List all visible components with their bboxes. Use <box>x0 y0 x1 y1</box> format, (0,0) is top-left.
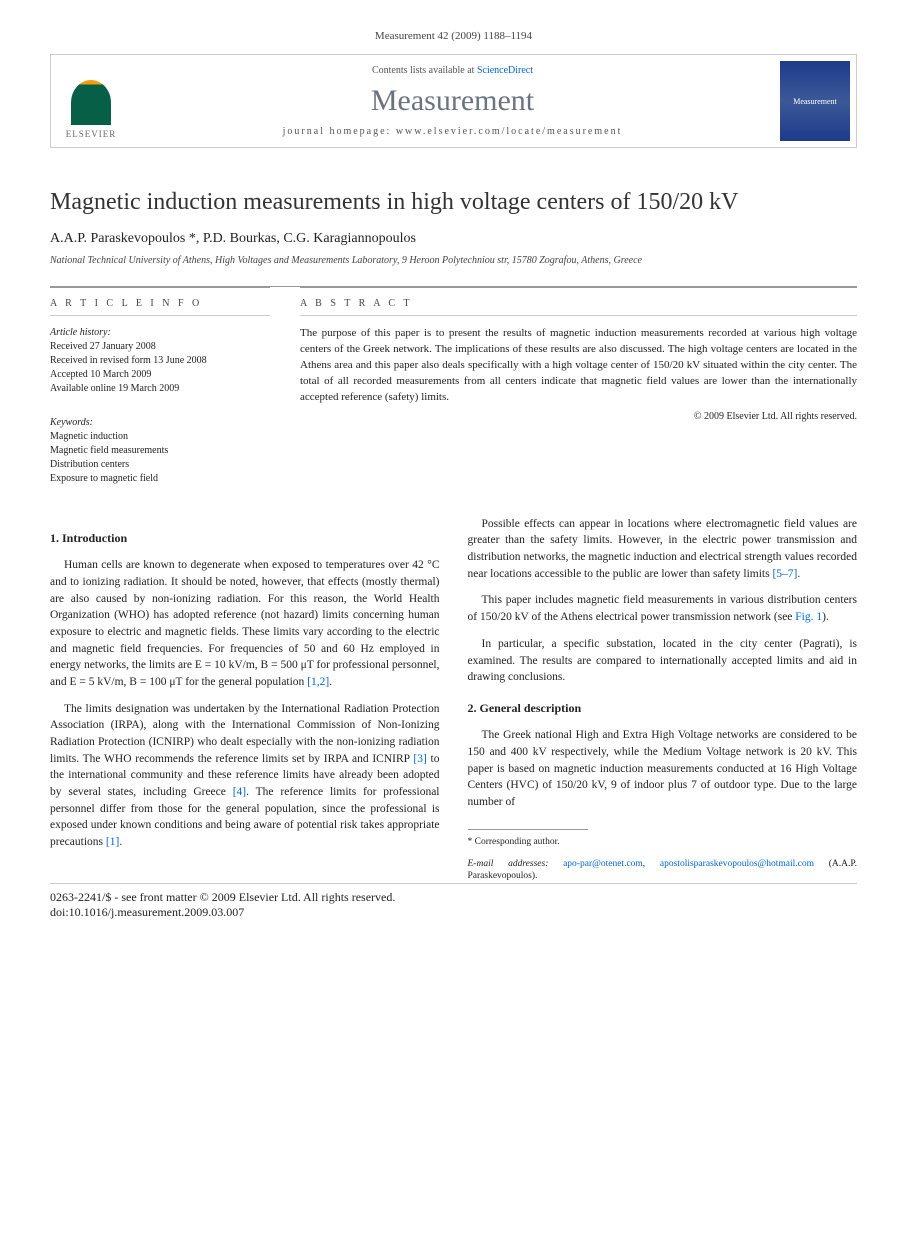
footnote-emails: E-mail addresses: apo-par@otenet.com, ap… <box>468 858 858 883</box>
history-online: Available online 19 March 2009 <box>50 382 270 396</box>
text-run: . <box>797 568 800 580</box>
journal-name: Measurement <box>131 84 774 118</box>
paragraph: The Greek national High and Extra High V… <box>468 727 858 810</box>
citation-ref[interactable]: [5–7] <box>772 568 797 580</box>
authors-line: A.A.P. Paraskevopoulos *, P.D. Bourkas, … <box>50 231 857 247</box>
abstract-heading: A B S T R A C T <box>300 298 857 316</box>
contents-available-line: Contents lists available at ScienceDirec… <box>131 65 774 76</box>
paragraph: Human cells are known to degenerate when… <box>50 557 440 690</box>
citation-line: Measurement 42 (2009) 1188–1194 <box>50 30 857 42</box>
bottom-meta: 0263-2241/$ - see front matter © 2009 El… <box>50 883 857 920</box>
abstract-text: The purpose of this paper is to present … <box>300 326 857 406</box>
keyword: Magnetic induction <box>50 430 270 444</box>
paragraph: The limits designation was undertaken by… <box>50 701 440 851</box>
doi-line: doi:10.1016/j.measurement.2009.03.007 <box>50 905 857 920</box>
section-heading-intro: 1. Introduction <box>50 530 440 547</box>
footnote-corresponding: * Corresponding author. <box>468 836 858 848</box>
figure-ref[interactable]: Fig. 1 <box>795 611 822 623</box>
article-history: Article history: Received 27 January 200… <box>50 326 270 396</box>
article-info-heading: A R T I C L E I N F O <box>50 298 270 316</box>
homepage-line: journal homepage: www.elsevier.com/locat… <box>131 126 774 137</box>
elsevier-tree-icon <box>71 80 111 125</box>
keywords-block: Keywords: Magnetic induction Magnetic fi… <box>50 416 270 486</box>
contents-prefix: Contents lists available at <box>372 65 477 76</box>
info-abstract-row: A R T I C L E I N F O Article history: R… <box>50 286 857 486</box>
text-run: . <box>329 676 332 688</box>
citation-ref[interactable]: [4] <box>233 786 246 798</box>
section-heading-general: 2. General description <box>468 700 858 717</box>
email-link[interactable]: apo-par@otenet.com <box>563 859 643 869</box>
front-matter-line: 0263-2241/$ - see front matter © 2009 El… <box>50 890 857 905</box>
history-label: Article history: <box>50 326 270 340</box>
citation-ref[interactable]: [1,2] <box>307 676 329 688</box>
header-center: Contents lists available at ScienceDirec… <box>131 55 774 147</box>
separator: , <box>643 859 660 869</box>
publisher-logo: ELSEVIER <box>51 55 131 147</box>
history-accepted: Accepted 10 March 2009 <box>50 368 270 382</box>
text-run: Human cells are known to degenerate when… <box>50 559 440 688</box>
paragraph: Possible effects can appear in locations… <box>468 516 858 583</box>
journal-cover-thumbnail: Measurement <box>780 61 850 141</box>
text-run: The limits designation was undertaken by… <box>50 703 440 765</box>
keyword: Exposure to magnetic field <box>50 472 270 486</box>
history-revised: Received in revised form 13 June 2008 <box>50 354 270 368</box>
keyword: Magnetic field measurements <box>50 444 270 458</box>
body-text: 1. Introduction Human cells are known to… <box>50 516 857 883</box>
text-run: . <box>119 836 122 848</box>
affiliation: National Technical University of Athens,… <box>50 255 857 266</box>
journal-header: ELSEVIER Contents lists available at Sci… <box>50 54 857 148</box>
citation-ref[interactable]: [3] <box>413 753 426 765</box>
abstract-panel: A B S T R A C T The purpose of this pape… <box>300 287 857 486</box>
email-link[interactable]: apostolisparaskevopoulos@hotmail.com <box>660 859 814 869</box>
keyword: Distribution centers <box>50 458 270 472</box>
article-info-panel: A R T I C L E I N F O Article history: R… <box>50 287 270 486</box>
citation-ref[interactable]: [1] <box>106 836 119 848</box>
article-title: Magnetic induction measurements in high … <box>50 188 857 217</box>
abstract-copyright: © 2009 Elsevier Ltd. All rights reserved… <box>300 411 857 422</box>
history-received: Received 27 January 2008 <box>50 340 270 354</box>
paragraph: In particular, a specific substation, lo… <box>468 636 858 686</box>
text-run: ). <box>822 611 829 623</box>
paragraph: This paper includes magnetic field measu… <box>468 592 858 625</box>
keywords-label: Keywords: <box>50 416 270 430</box>
cover-label: Measurement <box>793 97 837 106</box>
publisher-name: ELSEVIER <box>66 129 117 139</box>
emails-label: E-mail addresses: <box>468 859 564 869</box>
sciencedirect-link[interactable]: ScienceDirect <box>477 65 533 76</box>
footnote-separator <box>468 829 588 830</box>
